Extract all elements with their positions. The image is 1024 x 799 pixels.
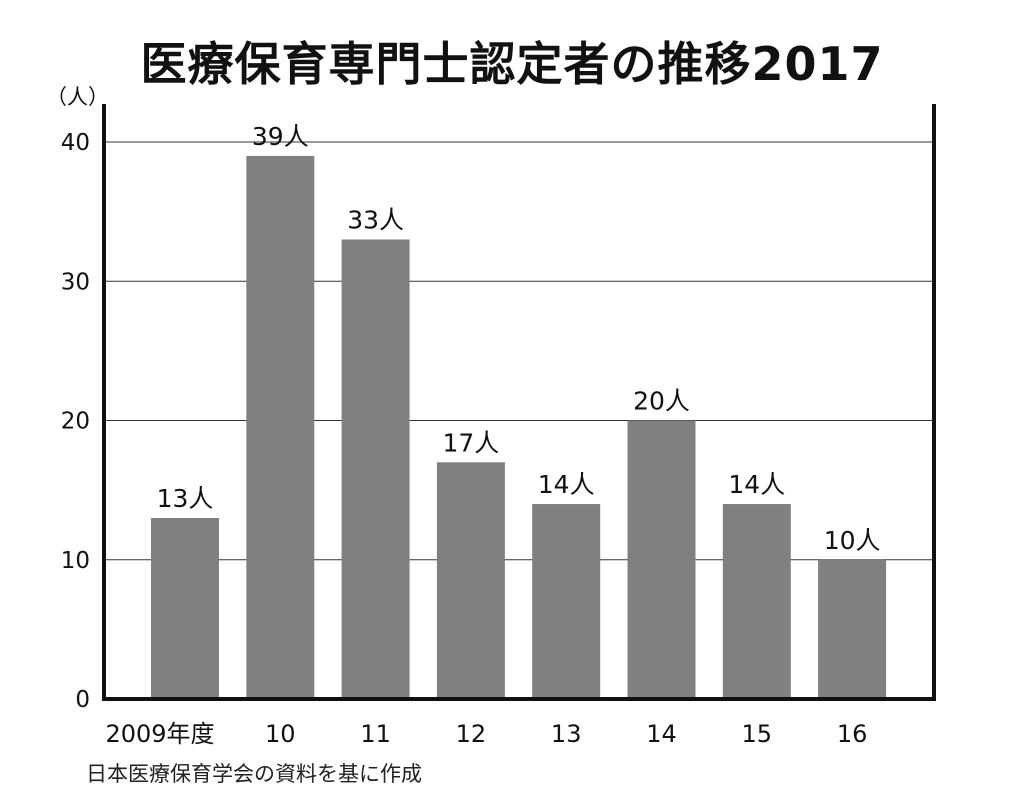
data-label: 14人 bbox=[728, 470, 785, 499]
data-label: 20人 bbox=[633, 387, 690, 416]
bar bbox=[532, 504, 601, 699]
data-label: 39人 bbox=[252, 122, 309, 151]
data-label: 10人 bbox=[824, 526, 881, 555]
x-tick-label: 10 bbox=[265, 720, 296, 748]
bar bbox=[722, 504, 791, 699]
data-label: 17人 bbox=[442, 428, 499, 457]
x-tick-label: 2009年度 bbox=[105, 720, 214, 748]
y-tick-label: 0 bbox=[75, 687, 90, 713]
x-axis: 2009年度 10 11 12 13 14 15 16 bbox=[105, 720, 867, 748]
y-tick-label: 10 bbox=[61, 548, 90, 574]
bar bbox=[341, 239, 410, 699]
bar bbox=[246, 155, 315, 700]
y-tick-label: 20 bbox=[61, 409, 90, 435]
data-label: 33人 bbox=[347, 205, 404, 234]
bar bbox=[818, 559, 887, 699]
data-label: 13人 bbox=[157, 484, 214, 513]
x-tick-label: 12 bbox=[456, 720, 487, 748]
bar bbox=[627, 420, 696, 699]
x-tick-label: 16 bbox=[837, 720, 868, 748]
data-label: 14人 bbox=[538, 470, 595, 499]
x-tick-label: 15 bbox=[742, 720, 773, 748]
y-unit-label: （人） bbox=[46, 85, 109, 109]
y-tick-label: 30 bbox=[61, 269, 90, 295]
x-tick-label: 14 bbox=[646, 720, 677, 748]
bar bbox=[151, 517, 219, 699]
y-tick-label: 40 bbox=[61, 130, 90, 156]
source-note: 日本医療保育学会の資料を基に作成 bbox=[86, 762, 422, 786]
data-labels: 13人 39人 33人 17人 14人 20人 14人 10人 bbox=[157, 122, 881, 555]
chart-title: 医療保育専門士認定者の推移2017 bbox=[140, 37, 884, 91]
x-tick-label: 13 bbox=[551, 720, 582, 748]
bar bbox=[436, 462, 505, 699]
y-axis: 0 10 20 30 40 bbox=[61, 104, 936, 713]
gridlines bbox=[104, 141, 934, 561]
x-tick-label: 11 bbox=[360, 720, 391, 748]
bars bbox=[151, 155, 887, 700]
bar-chart: 13人 39人 33人 17人 14人 20人 14人 10人 0 10 20 30 40 2009年… bbox=[46, 85, 936, 748]
